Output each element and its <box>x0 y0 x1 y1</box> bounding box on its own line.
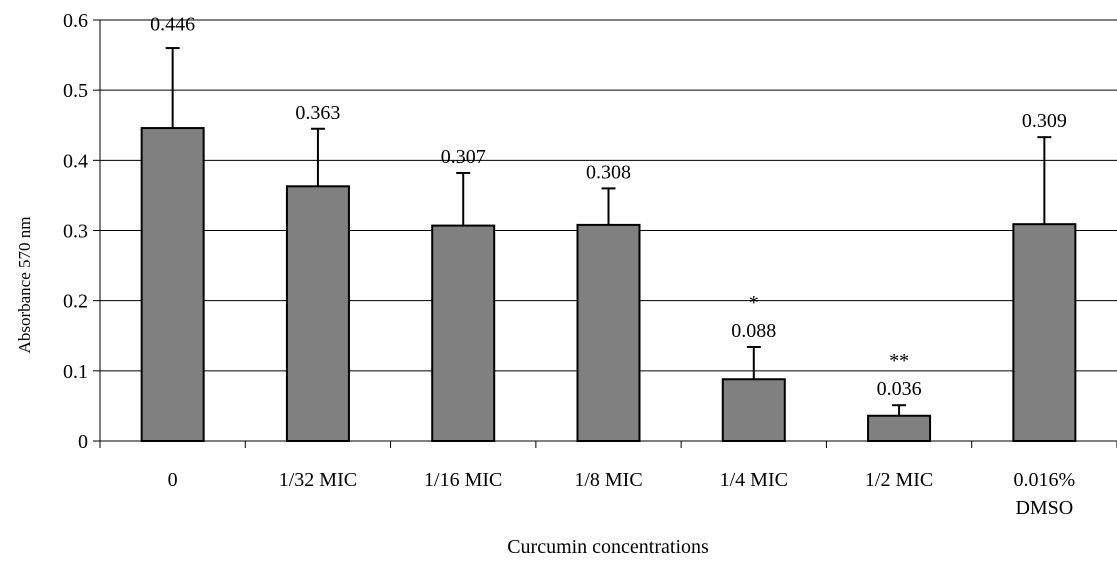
x-tick-label: DMSO <box>1015 497 1073 519</box>
bar <box>721 378 786 442</box>
y-tick-label: 0 <box>78 431 88 453</box>
bar <box>576 223 641 442</box>
data-label: 0.363 <box>295 102 340 124</box>
data-label: 0.036 <box>877 378 922 400</box>
data-label: 0.446 <box>150 14 195 36</box>
x-tick-label: 0 <box>168 469 178 491</box>
y-tick-label: 0.6 <box>63 10 88 32</box>
y-axis-title: Absorbance 570 nm <box>15 217 34 354</box>
x-tick-label: 0.016% <box>1014 469 1076 491</box>
x-axis-title: Curcumin concentrations <box>507 536 709 558</box>
bar <box>431 224 496 442</box>
bar <box>140 127 205 442</box>
data-label: 0.088 <box>731 320 776 342</box>
y-tick-label: 0.3 <box>63 221 88 243</box>
error-bars <box>165 47 1052 416</box>
y-tick-label: 0.2 <box>63 291 88 313</box>
labels: 0 0.1 0.2 0.3 0.4 0.5 0.6 0.446 0 0.363 1/32 MIC 0.… <box>63 10 1075 519</box>
x-tick-label: 1/16 MIC <box>424 469 502 491</box>
bar <box>1012 223 1077 442</box>
axes <box>93 19 1117 448</box>
data-label: 0.309 <box>1022 110 1067 132</box>
significance-marker: ** <box>889 350 909 372</box>
data-label: 0.308 <box>586 161 631 183</box>
bar <box>867 414 932 442</box>
x-tick-label: 1/2 MIC <box>865 469 933 491</box>
bar <box>285 185 350 442</box>
y-tick-label: 0.5 <box>63 80 88 102</box>
y-tick-label: 0.4 <box>63 150 88 172</box>
data-label: 0.307 <box>441 146 486 168</box>
x-tick-label: 1/8 MIC <box>574 469 642 491</box>
x-tick-label: 1/32 MIC <box>279 469 357 491</box>
x-tick-label: 1/4 MIC <box>720 469 788 491</box>
y-tick-label: 0.1 <box>63 361 88 383</box>
significance-marker: * <box>749 292 759 314</box>
